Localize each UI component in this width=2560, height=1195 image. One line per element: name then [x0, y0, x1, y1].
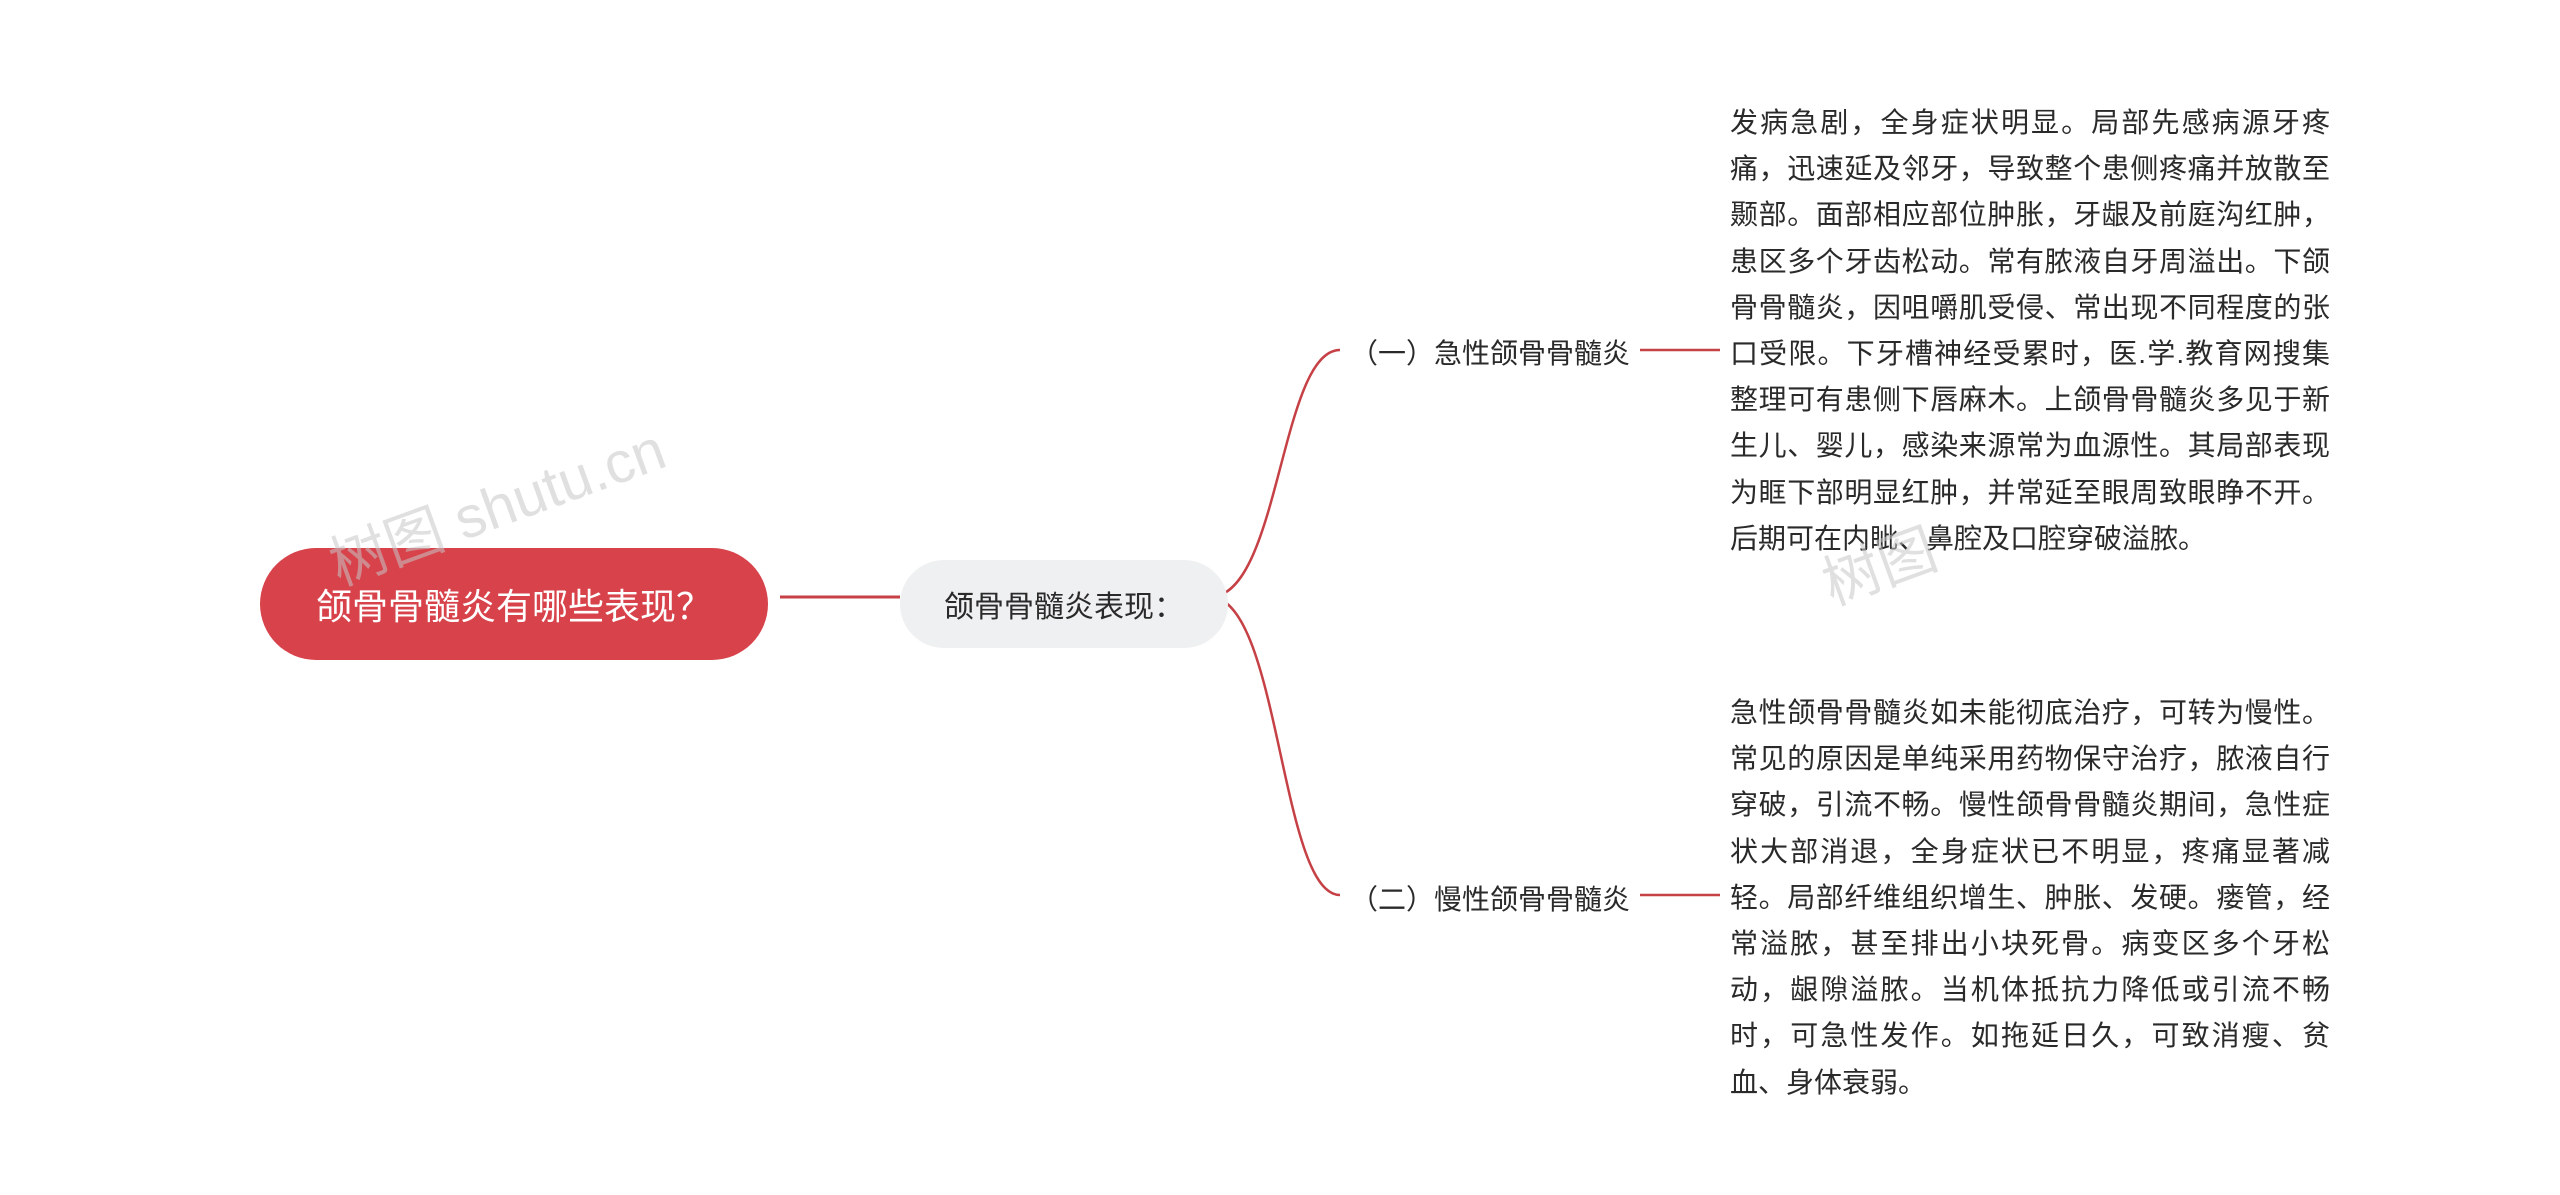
sub-node-acute-label: （一）急性颌骨骨髓炎 [1350, 332, 1630, 372]
sub-node-chronic-label: （二）慢性颌骨骨髓炎 [1350, 878, 1630, 918]
sub-node-acute[interactable]: （一）急性颌骨骨髓炎 [1350, 332, 1630, 372]
branch-node[interactable]: 颌骨骨髓炎表现： [900, 560, 1228, 648]
branch-label: 颌骨骨髓炎表现： [944, 582, 1184, 626]
mindmap-canvas: 颌骨骨髓炎有哪些表现？ 颌骨骨髓炎表现： （一）急性颌骨骨髓炎 （二）慢性颌骨骨… [0, 0, 2560, 1195]
leaf-chronic-text: 急性颌骨骨髓炎如未能彻底治疗，可转为慢性。常见的原因是单纯采用药物保守治疗，脓液… [1730, 690, 2330, 1106]
leaf-node-acute[interactable]: 发病急剧，全身症状明显。局部先感病源牙疼痛，迅速延及邻牙，导致整个患侧疼痛并放散… [1730, 100, 2330, 562]
root-label: 颌骨骨髓炎有哪些表现？ [316, 578, 712, 630]
leaf-acute-text: 发病急剧，全身症状明显。局部先感病源牙疼痛，迅速延及邻牙，导致整个患侧疼痛并放散… [1730, 100, 2330, 562]
sub-node-chronic[interactable]: （二）慢性颌骨骨髓炎 [1350, 878, 1630, 918]
leaf-node-chronic[interactable]: 急性颌骨骨髓炎如未能彻底治疗，可转为慢性。常见的原因是单纯采用药物保守治疗，脓液… [1730, 690, 2330, 1106]
root-node[interactable]: 颌骨骨髓炎有哪些表现？ [260, 548, 768, 660]
